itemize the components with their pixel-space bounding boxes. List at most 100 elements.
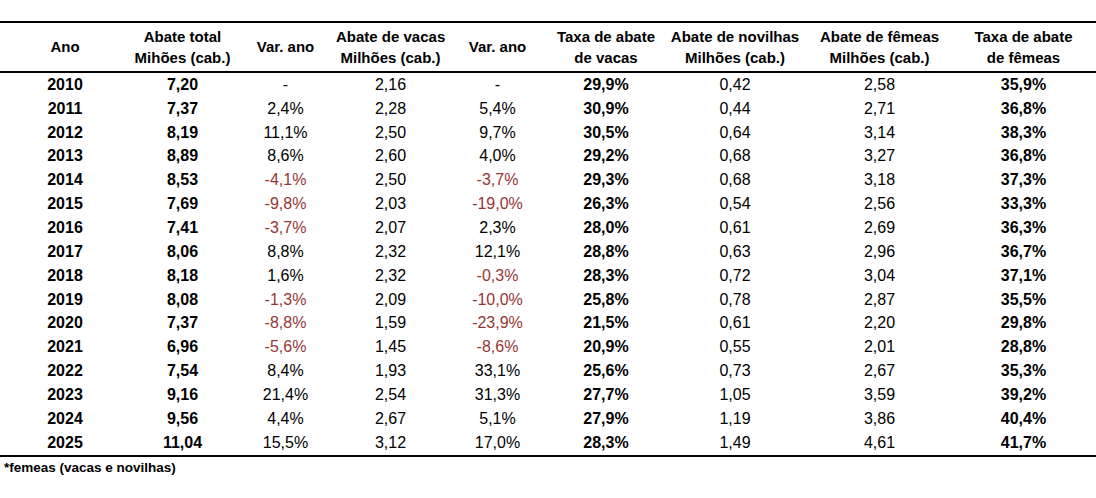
cell-abate_novilhas: 0,55: [662, 335, 808, 359]
table-row: 20198,08-1,3%2,09-10,0%25,8%0,782,8735,5…: [0, 288, 1096, 312]
table-row: 20178,068,8%2,3212,1%28,8%0,632,9636,7%: [0, 240, 1096, 264]
cell-var_ano_vacas: 2,3%: [445, 216, 550, 240]
cell-abate_vacas: 2,54: [336, 383, 445, 407]
cell-abate_femeas: 2,67: [808, 359, 951, 383]
cell-ano: 2015: [0, 192, 130, 216]
cell-var_ano_total: 8,6%: [235, 145, 336, 169]
cell-var_ano_vacas: -19,0%: [445, 192, 550, 216]
cell-abate_vacas: 2,32: [336, 240, 445, 264]
cell-var_ano_total: 8,4%: [235, 359, 336, 383]
cell-var_ano_total: -8,8%: [235, 311, 336, 335]
cell-taxa_abate_femeas: 28,8%: [951, 335, 1096, 359]
cell-ano: 2025: [0, 431, 130, 456]
cell-abate_vacas: 2,32: [336, 264, 445, 288]
cell-abate_femeas: 2,71: [808, 97, 951, 121]
column-header-line: de vacas: [550, 47, 662, 68]
cell-var_ano_vacas: -23,9%: [445, 311, 550, 335]
column-header-line: Var. ano: [235, 36, 336, 57]
table-row: 20107,20-2,16-29,9%0,422,5835,9%: [0, 72, 1096, 97]
table-row: 20148,53-4,1%2,50-3,7%29,3%0,683,1837,3%: [0, 168, 1096, 192]
cell-var_ano_total: -: [235, 72, 336, 97]
cell-var_ano_total: 2,4%: [235, 97, 336, 121]
cell-taxa_abate_femeas: 40,4%: [951, 407, 1096, 431]
cell-abate_novilhas: 0,78: [662, 288, 808, 312]
cell-taxa_abate_femeas: 37,1%: [951, 264, 1096, 288]
column-header-abate_novilhas: Abate de novilhasMilhões (cab.): [662, 22, 808, 72]
table-header: AnoAbate totalMihões (cab.)Var. anoAbate…: [0, 22, 1096, 72]
cell-ano: 2016: [0, 216, 130, 240]
cell-var_ano_total: -4,1%: [235, 168, 336, 192]
cell-taxa_abate_femeas: 36,7%: [951, 240, 1096, 264]
column-header-var_ano_vacas: Var. ano: [445, 22, 550, 72]
column-header-ano: Ano: [0, 22, 130, 72]
cell-abate_femeas: 3,27: [808, 145, 951, 169]
cell-abate_vacas: 2,09: [336, 288, 445, 312]
cell-abate_total: 7,20: [130, 72, 235, 97]
cell-abate_novilhas: 1,05: [662, 383, 808, 407]
table-row: 20167,41-3,7%2,072,3%28,0%0,612,6936,3%: [0, 216, 1096, 240]
cell-abate_novilhas: 0,68: [662, 168, 808, 192]
cell-var_ano_total: -5,6%: [235, 335, 336, 359]
cell-abate_total: 8,53: [130, 168, 235, 192]
cell-abate_femeas: 3,18: [808, 168, 951, 192]
cell-taxa_abate_femeas: 35,5%: [951, 288, 1096, 312]
cell-abate_novilhas: 0,61: [662, 311, 808, 335]
cell-abate_novilhas: 0,63: [662, 240, 808, 264]
cell-abate_vacas: 2,50: [336, 121, 445, 145]
table-row: 20239,1621,4%2,5431,3%27,7%1,053,5939,2%: [0, 383, 1096, 407]
cell-abate_novilhas: 0,64: [662, 121, 808, 145]
table-row: 202511,0415,5%3,1217,0%28,3%1,494,6141,7…: [0, 431, 1096, 456]
cell-taxa_abate_vacas: 29,3%: [550, 168, 662, 192]
cell-ano: 2013: [0, 145, 130, 169]
cell-abate_total: 9,56: [130, 407, 235, 431]
cell-abate_total: 7,37: [130, 311, 235, 335]
column-header-line: Abate de fêmeas: [808, 26, 951, 47]
table-row: 20157,69-9,8%2,03-19,0%26,3%0,542,5633,3…: [0, 192, 1096, 216]
cell-abate_femeas: 2,20: [808, 311, 951, 335]
report-table-sheet: AnoAbate totalMihões (cab.)Var. anoAbate…: [0, 0, 1096, 475]
column-header-line: de fêmeas: [951, 47, 1096, 68]
table-row: 20216,96-5,6%1,45-8,6%20,9%0,552,0128,8%: [0, 335, 1096, 359]
column-header-line: Var. ano: [445, 36, 550, 57]
cell-abate_vacas: 2,28: [336, 97, 445, 121]
cell-abate_novilhas: 0,72: [662, 264, 808, 288]
cell-var_ano_total: -9,8%: [235, 192, 336, 216]
cell-abate_femeas: 3,86: [808, 407, 951, 431]
cell-abate_novilhas: 0,42: [662, 72, 808, 97]
cell-abate_vacas: 1,59: [336, 311, 445, 335]
cell-abate_total: 9,16: [130, 383, 235, 407]
cell-var_ano_vacas: -10,0%: [445, 288, 550, 312]
cell-var_ano_vacas: -0,3%: [445, 264, 550, 288]
cell-var_ano_vacas: 5,1%: [445, 407, 550, 431]
cell-var_ano_total: 8,8%: [235, 240, 336, 264]
cell-abate_total: 8,06: [130, 240, 235, 264]
cell-abate_novilhas: 0,68: [662, 145, 808, 169]
column-header-line: Taxa de abate: [550, 26, 662, 47]
column-header-line: Milhões (cab.): [662, 47, 808, 68]
table-body: 20107,20-2,16-29,9%0,422,5835,9%20117,37…: [0, 72, 1096, 456]
cell-var_ano_vacas: 17,0%: [445, 431, 550, 456]
cell-taxa_abate_vacas: 26,3%: [550, 192, 662, 216]
table-row: 20117,372,4%2,285,4%30,9%0,442,7136,8%: [0, 97, 1096, 121]
cell-taxa_abate_femeas: 38,3%: [951, 121, 1096, 145]
cell-abate_novilhas: 0,44: [662, 97, 808, 121]
cell-var_ano_total: -1,3%: [235, 288, 336, 312]
cell-abate_femeas: 2,58: [808, 72, 951, 97]
column-header-line: Ano: [0, 36, 130, 57]
cattle-slaughter-table: AnoAbate totalMihões (cab.)Var. anoAbate…: [0, 21, 1096, 457]
cell-taxa_abate_vacas: 20,9%: [550, 335, 662, 359]
cell-abate_vacas: 3,12: [336, 431, 445, 456]
cell-abate_femeas: 2,01: [808, 335, 951, 359]
cell-abate_total: 8,89: [130, 145, 235, 169]
cell-abate_total: 8,19: [130, 121, 235, 145]
cell-abate_total: 7,54: [130, 359, 235, 383]
column-header-line: Taxa de abate: [951, 26, 1096, 47]
cell-var_ano_total: 11,1%: [235, 121, 336, 145]
column-header-line: Abate total: [130, 26, 235, 47]
table-row: 20138,898,6%2,604,0%29,2%0,683,2736,8%: [0, 145, 1096, 169]
cell-abate_femeas: 3,14: [808, 121, 951, 145]
cell-taxa_abate_femeas: 29,8%: [951, 311, 1096, 335]
cell-abate_vacas: 2,60: [336, 145, 445, 169]
cell-taxa_abate_femeas: 35,9%: [951, 72, 1096, 97]
cell-var_ano_vacas: 9,7%: [445, 121, 550, 145]
